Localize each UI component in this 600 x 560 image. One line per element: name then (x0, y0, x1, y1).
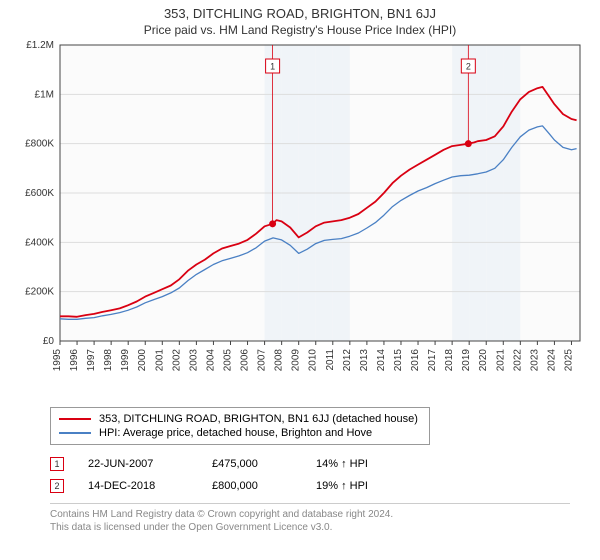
svg-text:2020: 2020 (478, 349, 489, 372)
sales-table: 1 22-JUN-2007 £475,000 14% ↑ HPI 2 14-DEC-201… (50, 453, 570, 497)
svg-text:2010: 2010 (308, 349, 319, 372)
svg-text:2009: 2009 (291, 349, 302, 372)
svg-text:2003: 2003 (188, 349, 199, 372)
svg-text:£0: £0 (43, 336, 55, 347)
svg-text:2014: 2014 (376, 349, 387, 372)
page-subtitle: Price paid vs. HM Land Registry's House … (0, 21, 600, 41)
divider (50, 503, 570, 504)
svg-text:2013: 2013 (359, 349, 370, 372)
svg-text:£1.2M: £1.2M (26, 41, 54, 51)
svg-text:2021: 2021 (495, 349, 506, 372)
legend-row: HPI: Average price, detached house, Brig… (59, 426, 421, 440)
svg-text:2015: 2015 (393, 349, 404, 372)
legend-swatch (59, 432, 91, 434)
svg-text:2007: 2007 (257, 349, 268, 372)
svg-text:£600K: £600K (25, 188, 54, 199)
svg-text:2008: 2008 (274, 349, 285, 372)
svg-text:2016: 2016 (410, 349, 421, 372)
svg-text:2018: 2018 (444, 349, 455, 372)
svg-text:2001: 2001 (154, 349, 165, 372)
price-chart: £0 £200K £400K £600K £800K £1M £1.2M 1995 1996 19… (10, 41, 590, 401)
svg-text:2024: 2024 (546, 349, 557, 372)
svg-text:1997: 1997 (86, 349, 97, 372)
svg-text:2005: 2005 (222, 349, 233, 372)
page-title: 353, DITCHLING ROAD, BRIGHTON, BN1 6JJ (0, 0, 600, 21)
legend-swatch (59, 418, 91, 420)
legend-label: 353, DITCHLING ROAD, BRIGHTON, BN1 6JJ (… (99, 413, 418, 425)
svg-text:1: 1 (270, 62, 275, 72)
svg-text:£800K: £800K (25, 139, 54, 150)
svg-text:2006: 2006 (240, 349, 251, 372)
svg-text:2023: 2023 (529, 349, 540, 372)
sale-date: 14-DEC-2018 (88, 480, 188, 492)
chart-legend: 353, DITCHLING ROAD, BRIGHTON, BN1 6JJ (… (50, 407, 430, 445)
svg-text:2019: 2019 (461, 349, 472, 372)
svg-text:£200K: £200K (25, 287, 54, 298)
svg-text:1999: 1999 (120, 349, 131, 372)
sale-hpi: 19% ↑ HPI (316, 480, 436, 492)
sale-price: £800,000 (212, 480, 292, 492)
svg-text:2011: 2011 (325, 349, 336, 371)
svg-text:2022: 2022 (512, 349, 523, 372)
footer-line2: This data is licensed under the Open Gov… (50, 521, 570, 534)
legend-row: 353, DITCHLING ROAD, BRIGHTON, BN1 6JJ (… (59, 412, 421, 426)
footer-line1: Contains HM Land Registry data © Crown c… (50, 508, 570, 521)
svg-text:2025: 2025 (563, 349, 574, 372)
svg-text:2004: 2004 (205, 349, 216, 372)
sale-marker: 2 (50, 479, 64, 493)
svg-text:1996: 1996 (69, 349, 80, 372)
footer-attribution: Contains HM Land Registry data © Crown c… (50, 508, 570, 534)
svg-text:£1M: £1M (35, 89, 54, 100)
svg-text:2017: 2017 (427, 349, 438, 372)
sale-price: £475,000 (212, 458, 292, 470)
sale-marker: 1 (50, 457, 64, 471)
svg-text:2012: 2012 (342, 349, 353, 372)
svg-text:2000: 2000 (137, 349, 148, 372)
sale-date: 22-JUN-2007 (88, 458, 188, 470)
legend-label: HPI: Average price, detached house, Brig… (99, 427, 372, 439)
svg-text:2: 2 (466, 62, 471, 72)
svg-text:£400K: £400K (25, 237, 54, 248)
svg-text:1998: 1998 (103, 349, 114, 372)
sale-row: 1 22-JUN-2007 £475,000 14% ↑ HPI (50, 453, 570, 475)
svg-text:1995: 1995 (52, 349, 63, 372)
sale-hpi: 14% ↑ HPI (316, 458, 436, 470)
svg-text:2002: 2002 (171, 349, 182, 372)
sale-row: 2 14-DEC-2018 £800,000 19% ↑ HPI (50, 475, 570, 497)
